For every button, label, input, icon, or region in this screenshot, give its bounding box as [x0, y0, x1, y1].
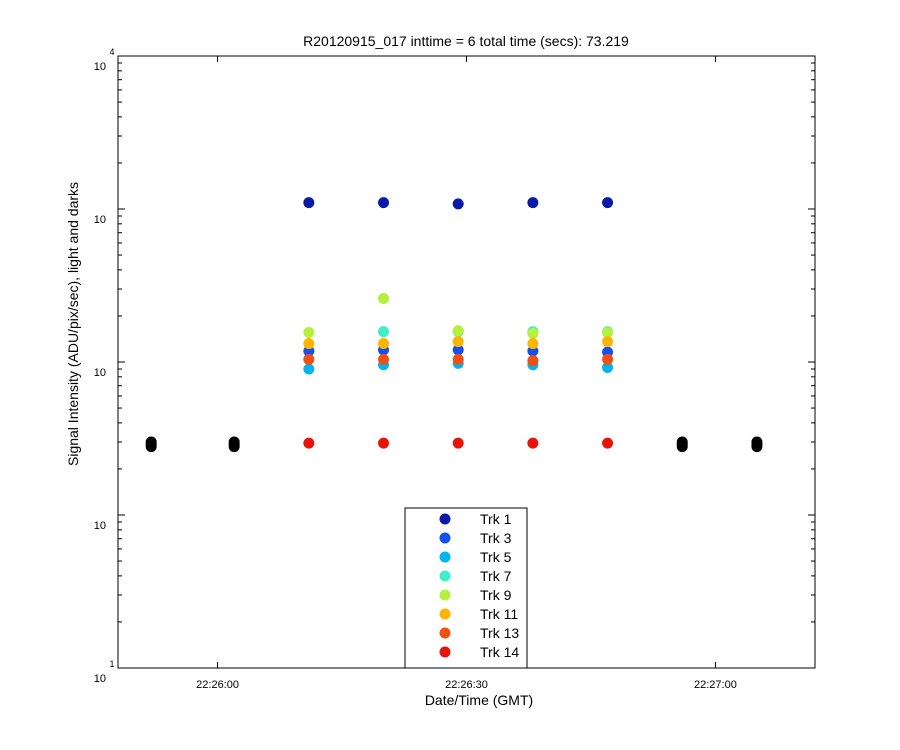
data-point	[751, 436, 763, 448]
data-point	[602, 326, 614, 338]
data-point	[602, 437, 614, 449]
data-point	[527, 338, 539, 350]
y-axis-label: Signal Intensity (ADU/pix/sec), light an…	[65, 182, 81, 466]
data-point	[452, 336, 464, 348]
x-axis-label: Date/Time (GMT)	[425, 692, 533, 708]
legend-marker	[439, 608, 451, 620]
data-point	[452, 344, 464, 356]
data-point	[378, 326, 390, 338]
data-point	[303, 197, 315, 209]
legend-marker	[439, 570, 451, 582]
y-tick-exponent: 4	[109, 47, 114, 57]
data-point	[378, 437, 390, 449]
data-point	[452, 437, 464, 449]
legend-label: Trk 3	[480, 530, 512, 546]
data-point	[303, 363, 315, 375]
data-point	[145, 436, 157, 448]
y-tick-label: 10	[94, 61, 106, 73]
legend-marker	[439, 532, 451, 544]
data-point	[378, 353, 390, 365]
y-tick-label: 10	[94, 214, 106, 226]
chart-title: R20120915_017 inttime = 6 total time (se…	[303, 33, 629, 49]
legend-marker	[439, 551, 451, 563]
data-point	[378, 293, 390, 305]
legend-label: Trk 11	[480, 606, 518, 622]
x-tick-label: 22:26:00	[196, 679, 239, 691]
legend-label: Trk 5	[480, 549, 512, 565]
data-point	[452, 353, 464, 365]
x-tick-label: 22:27:00	[694, 679, 737, 691]
data-point	[676, 436, 688, 448]
y-tick-label: 10	[94, 673, 106, 685]
data-marks	[145, 197, 763, 453]
x-tick-label: 22:26:30	[445, 679, 488, 691]
data-point	[527, 437, 539, 449]
data-point	[303, 353, 315, 365]
data-point	[452, 198, 464, 210]
legend-label: Trk 13	[480, 625, 519, 641]
data-point	[602, 362, 614, 374]
data-point	[527, 197, 539, 209]
data-point	[452, 325, 464, 337]
data-point	[228, 436, 240, 448]
legend-label: Trk 1	[480, 511, 512, 527]
data-point	[602, 336, 614, 348]
y-tick-label: 10	[94, 520, 106, 532]
data-point	[303, 437, 315, 449]
data-point	[378, 197, 390, 209]
y-tick-exponent: 1	[109, 659, 114, 669]
data-point	[602, 197, 614, 209]
data-point	[602, 353, 614, 365]
legend-box	[404, 507, 528, 669]
legend-marker	[439, 646, 451, 658]
data-point	[303, 326, 315, 338]
y-tick-label: 10	[94, 367, 106, 379]
legend: Trk 1 Trk 3 Trk 5 Trk 7 Trk 9 Trk 11 Trk 13 Trk…	[404, 507, 528, 669]
data-point	[527, 355, 539, 367]
legend-label: Trk 9	[480, 587, 512, 603]
data-point	[378, 338, 390, 350]
data-point	[527, 327, 539, 339]
legend-label: Trk 7	[480, 568, 512, 584]
legend-label: Trk 14	[480, 644, 519, 660]
legend-marker	[439, 627, 451, 639]
data-point	[303, 338, 315, 350]
legend-marker	[439, 589, 451, 601]
legend-marker	[439, 513, 451, 525]
